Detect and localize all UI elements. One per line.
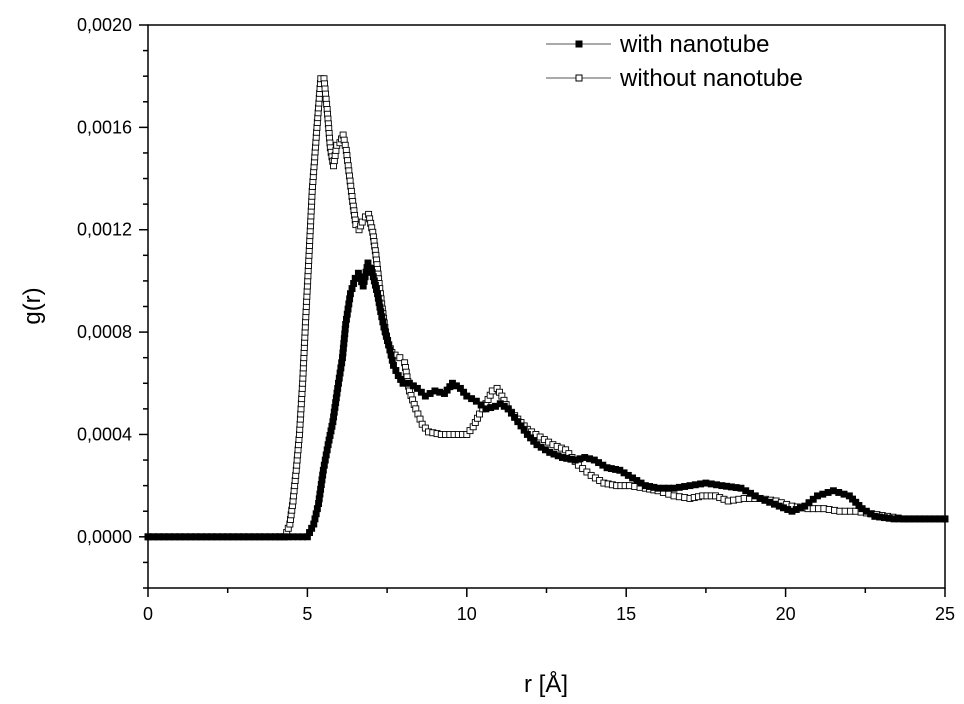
data-point: [396, 354, 404, 362]
x-tick-label: 25: [935, 604, 955, 624]
x-tick-label: 5: [302, 604, 312, 624]
x-axis-title: r [Å]: [524, 670, 568, 698]
x-tick-label: 0: [143, 604, 153, 624]
data-point: [413, 384, 421, 392]
legend-marker-without-nanotube: [575, 74, 583, 82]
x-tick-label: 15: [616, 604, 636, 624]
legend-item-with-nanotube: with nanotube: [546, 31, 769, 58]
data-point: [399, 379, 407, 387]
y-tick-label: 0,0016: [77, 117, 132, 137]
series-without-nanotube: [144, 75, 949, 541]
legend-label-without-nanotube: without nanotube: [619, 65, 803, 92]
plot-frame: [147, 24, 946, 589]
x-tick-label: 20: [776, 604, 796, 624]
series-layer: [144, 75, 949, 541]
y-tick-label: 0,0000: [77, 527, 132, 547]
data-point: [417, 388, 425, 396]
y-axis-ticks: 0,0000 0,0004 0,0008 0,0012 0,0016 0,0020: [77, 15, 148, 589]
legend-label-with-nanotube: with nanotube: [619, 31, 769, 58]
x-tick-label: 10: [457, 604, 477, 624]
y-tick-label: 0,0012: [77, 220, 132, 240]
legend: with nanotube without nanotube: [546, 31, 803, 92]
series-with-nanotube: [144, 259, 949, 541]
data-point: [472, 397, 480, 405]
y-axis-title: g(r): [19, 287, 46, 324]
legend-item-without-nanotube: without nanotube: [546, 65, 803, 92]
legend-marker-with-nanotube: [575, 40, 583, 48]
data-point: [477, 401, 485, 409]
y-tick-label: 0,0004: [77, 424, 132, 444]
series-line: [148, 78, 945, 538]
y-tick-label: 0,0008: [77, 322, 132, 342]
x-axis-ticks: 0 5 10 15 20 25: [143, 588, 955, 624]
data-point: [941, 515, 949, 523]
y-tick-label: 0,0020: [77, 15, 132, 35]
